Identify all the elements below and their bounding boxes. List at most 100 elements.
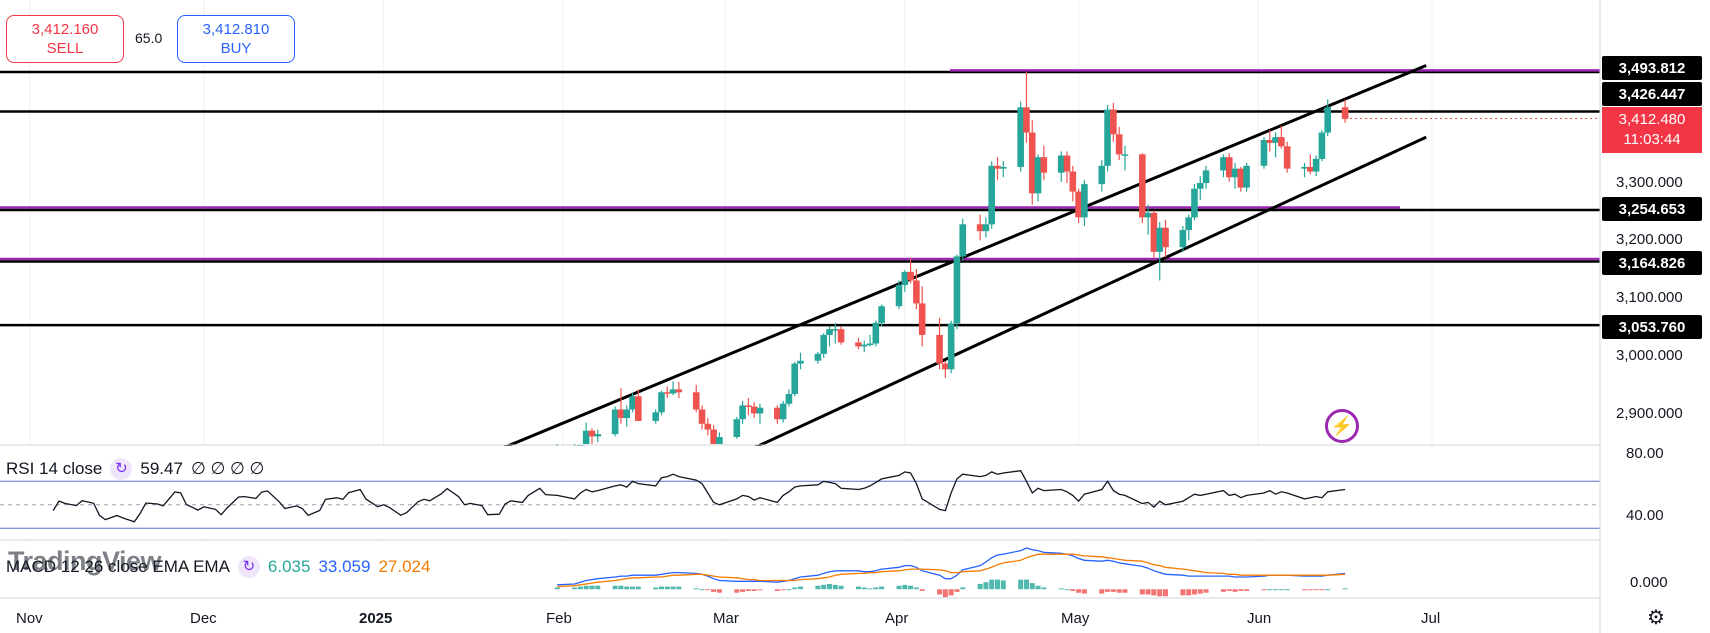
candle [918,286,926,347]
buy-label: BUY [220,40,252,57]
candle-body [588,430,596,437]
macd-histogram-bar [1186,589,1192,596]
macd-signal-value: 27.024 [378,557,431,576]
candle [1075,188,1082,224]
candle-body [820,334,827,354]
candle-body [959,224,967,257]
candle [1185,214,1192,241]
price-axis-label: 3,300.000 [1616,174,1683,191]
rsi-legend[interactable]: RSI 14 close ↻ 59.47 ∅ ∅ ∅ ∅ [6,458,264,480]
candle-body [1266,140,1274,143]
sell-button[interactable]: 3,412.160 SELL [6,15,124,63]
candle [1301,162,1308,178]
macd-histogram-bar [942,589,948,598]
time-axis-label: Dec [190,610,217,627]
macd-histogram-bar [658,586,664,590]
candle [1225,153,1233,182]
macd-histogram-bar [1261,589,1267,591]
candle-body [774,407,781,420]
candle [1324,99,1332,136]
macd-histogram-bar [1197,589,1203,594]
indicator-settings-icon[interactable]: ↻ [237,556,260,578]
candle-body [785,393,793,404]
candle-body [663,392,671,394]
candle-body [1312,158,1320,172]
macd-histogram-bar [618,585,624,590]
candle [698,405,706,430]
price-axis-label: 3,000.000 [1616,347,1683,364]
macd-histogram-bar [879,586,885,590]
candle-body [831,329,839,331]
macd-histogram-bar [1064,589,1070,591]
candle [669,381,677,396]
macd-axis-label: 0.000 [1630,574,1668,591]
candle-body [1040,157,1048,173]
candle [814,352,822,364]
macd-legend[interactable]: MACD 12 26 close EMA EMA ↻ 6.035 33.059 … [6,556,430,578]
macd-histogram-bar [792,587,798,590]
macd-histogram-bar [1226,589,1232,591]
time-axis-label: 2025 [359,610,393,627]
macd-histogram-bar [861,587,867,590]
settings-gear-icon[interactable]: ⚙ [1647,606,1665,629]
candle-body [1115,134,1123,155]
candle [745,398,752,416]
macd-histogram-bar [751,589,757,591]
candle [675,381,683,398]
level-tag: 3,254.653 [1602,197,1702,221]
candle-body [814,353,822,361]
candle-body [710,429,717,444]
macd-histogram-bar [908,585,914,590]
candle [710,424,717,444]
price-axis-label: 3,100.000 [1616,289,1683,306]
sell-label: SELL [46,40,84,57]
candle [1110,102,1117,142]
level-tag: 3,053.760 [1602,315,1702,339]
candle [1318,130,1326,162]
macd-histogram-bar [583,585,589,590]
macd-histogram-bar [954,589,960,592]
candle-body [942,363,949,370]
macd-histogram-bar [589,585,595,590]
candle-body [1283,146,1291,169]
candle-body [1341,107,1349,119]
indicator-settings-icon[interactable]: ↻ [110,458,133,480]
candle-body [826,329,833,335]
candle [739,400,746,424]
candle [1220,154,1227,178]
candle-body [976,224,984,232]
macd-histogram-bar [734,589,740,593]
macd-histogram-bar [716,589,722,593]
candle-body [1063,155,1071,172]
candle-body [675,389,683,393]
buy-button[interactable]: 3,412.810 BUY [177,15,295,63]
candle [1283,141,1291,173]
candle [1278,125,1285,149]
macd-histogram-bar [1319,589,1325,591]
macd-histogram-bar [1105,589,1111,592]
macd-histogram-bar [960,587,966,590]
candle-body [872,322,880,344]
candle-body [918,303,926,335]
candle [1162,219,1169,258]
rsi-background [0,446,1600,540]
macd-histogram-bar [1302,589,1308,591]
price-axis-label: 3,200.000 [1616,231,1683,248]
macd-histogram-bar [948,589,954,596]
candle-body [1028,132,1036,194]
candle-body [1301,166,1308,169]
candle-body [1069,171,1077,192]
candle [860,340,868,353]
macd-histogram-bar [1099,589,1105,594]
trendlines [463,64,1427,466]
alert-bolt-icon[interactable]: ⚡ [1325,409,1359,443]
time-axis-label: Feb [546,610,572,627]
candle-body [1104,109,1111,166]
macd-histogram-bar [1122,589,1128,593]
rsi-axis-label: 40.00 [1626,507,1664,524]
macd-histogram-bar [1191,589,1197,595]
time-axis-label: Nov [16,610,43,627]
candle [594,429,602,443]
candle [750,402,758,419]
